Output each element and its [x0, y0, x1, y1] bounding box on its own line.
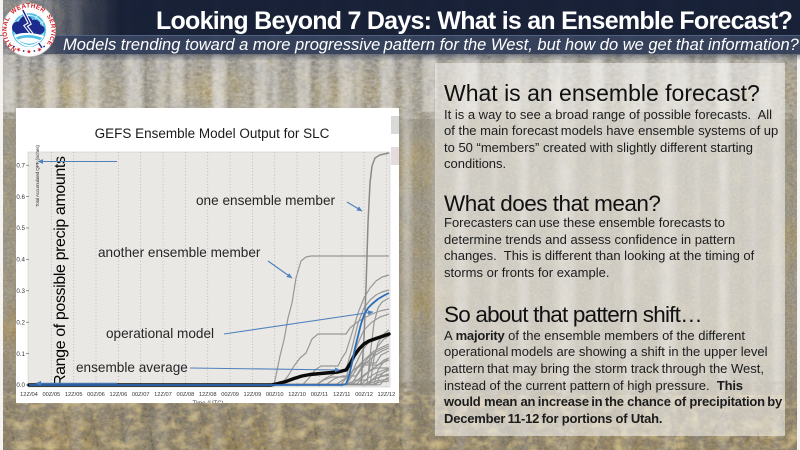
svg-text:12Z/12: 12Z/12 [378, 392, 396, 398]
svg-text:another ensemble member: another ensemble member [98, 245, 261, 260]
svg-text:12Z/09: 12Z/09 [244, 392, 262, 398]
svg-text:0.1: 0.1 [16, 351, 25, 358]
svg-text:12Z/08: 12Z/08 [199, 392, 217, 398]
svg-text:Time (UTC): Time (UTC) [192, 401, 223, 403]
svg-text:00Z/08: 00Z/08 [177, 392, 195, 398]
svg-text:Range of possible precip amoun: Range of possible precip amounts [52, 156, 69, 386]
svg-text:one ensemble member: one ensemble member [196, 193, 336, 208]
svg-text:00Z/07: 00Z/07 [132, 392, 150, 398]
svg-text:00Z/10: 00Z/10 [266, 392, 284, 398]
svg-text:GEFS Ensemble Model Output for: GEFS Ensemble Model Output for SLC [95, 126, 330, 141]
svg-text:00Z/11: 00Z/11 [311, 392, 328, 398]
svg-text:12Z/07: 12Z/07 [154, 392, 172, 398]
svg-text:12Z/06: 12Z/06 [110, 392, 128, 398]
svg-text:12Z/04: 12Z/04 [20, 392, 38, 398]
svg-text:0.2: 0.2 [16, 319, 25, 326]
svg-text:ensemble average: ensemble average [76, 360, 188, 375]
svg-text:0.0: 0.0 [16, 382, 25, 389]
svg-text:00Z/05: 00Z/05 [42, 392, 60, 398]
svg-text:Total Accumulated QPF (inches): Total Accumulated QPF (inches) [35, 145, 41, 207]
svg-text:0.6: 0.6 [16, 194, 25, 201]
svg-text:★: ★ [15, 46, 23, 55]
svg-text:12Z/10: 12Z/10 [288, 392, 306, 398]
svg-text:★: ★ [26, 49, 31, 56]
svg-text:0.4: 0.4 [16, 257, 25, 264]
svg-text:0.7: 0.7 [16, 162, 25, 169]
svg-text:★: ★ [35, 46, 43, 55]
svg-text:0.3: 0.3 [16, 288, 25, 295]
svg-text:12Z/11: 12Z/11 [333, 392, 350, 398]
svg-text:00Z/09: 00Z/09 [221, 392, 239, 398]
svg-text:0.5: 0.5 [16, 225, 25, 232]
svg-text:operational model: operational model [106, 326, 214, 341]
svg-text:00Z/06: 00Z/06 [87, 392, 105, 398]
svg-text:12Z/05: 12Z/05 [65, 392, 83, 398]
svg-text:00Z/12: 00Z/12 [355, 392, 373, 398]
